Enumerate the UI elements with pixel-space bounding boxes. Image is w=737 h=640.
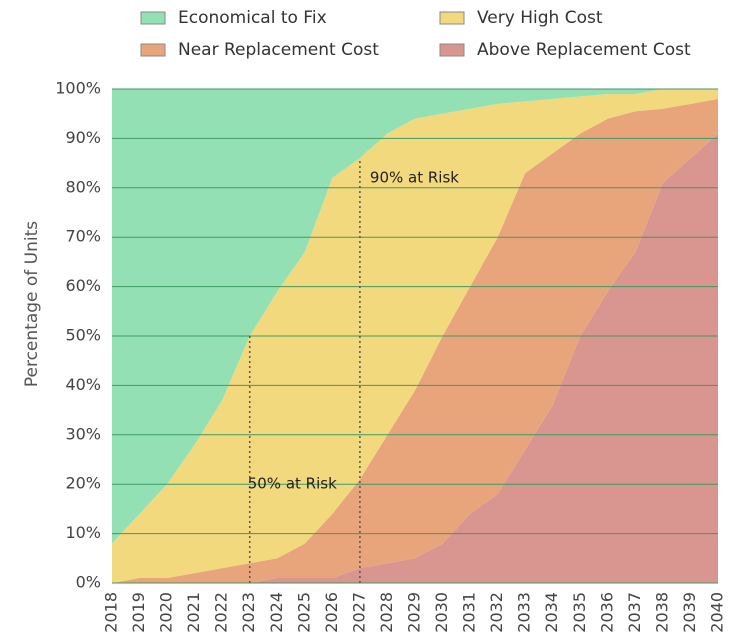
legend-swatch — [140, 43, 166, 57]
x-tick-label: 2035 — [570, 592, 589, 633]
x-tick-label: 2036 — [597, 592, 616, 633]
y-tick-label: 90% — [65, 128, 101, 147]
legend-label: Economical to Fix — [178, 8, 327, 28]
y-tick-label: 60% — [65, 276, 101, 295]
x-tick-label: 2027 — [349, 592, 368, 633]
y-tick-label: 10% — [65, 523, 101, 542]
x-tick-label: 2038 — [652, 592, 671, 633]
x-tick-label: 2022 — [212, 592, 231, 633]
x-tick-label: 2040 — [708, 592, 727, 633]
area — [112, 133, 718, 583]
y-tick-label: 80% — [65, 177, 101, 196]
x-tick-label: 2023 — [239, 592, 258, 633]
x-tick-label: 2032 — [487, 592, 506, 633]
x-tick-label: 2018 — [102, 592, 121, 633]
x-tick-label: 2026 — [322, 592, 341, 633]
x-tick-label: 2030 — [432, 592, 451, 633]
legend-swatch — [439, 43, 465, 57]
x-tick-label: 2020 — [157, 592, 176, 633]
y-tick-label: 100% — [55, 79, 101, 98]
annotation-text: 90% at Risk — [370, 169, 459, 187]
area — [112, 89, 718, 544]
legend-swatch — [439, 11, 465, 25]
x-tick-label: 2028 — [377, 592, 396, 633]
legend-label: Near Replacement Cost — [178, 40, 379, 60]
x-tick-label: 2021 — [184, 592, 203, 633]
x-tick-label: 2031 — [460, 592, 479, 633]
x-tick-label: 2029 — [405, 592, 424, 633]
x-tick-label: 2037 — [625, 592, 644, 633]
x-tick-label: 2039 — [680, 592, 699, 633]
x-tick-label: 2024 — [267, 592, 286, 633]
x-tick-label: 2033 — [515, 592, 534, 633]
legend-swatch — [140, 11, 166, 25]
x-tick-label: 2034 — [542, 592, 561, 633]
legend-label: Above Replacement Cost — [477, 40, 691, 60]
y-axis-label: Percentage of Units — [22, 221, 42, 387]
y-tick-label: 70% — [65, 227, 101, 246]
x-tick-label: 2019 — [129, 592, 148, 633]
legend-label: Very High Cost — [477, 8, 603, 28]
y-tick-label: 0% — [76, 573, 101, 592]
y-tick-label: 20% — [65, 474, 101, 493]
y-tick-label: 40% — [65, 375, 101, 394]
area — [112, 98, 718, 583]
y-tick-label: 50% — [65, 326, 101, 345]
y-tick-label: 30% — [65, 424, 101, 443]
x-tick-label: 2025 — [294, 592, 313, 633]
annotation-text: 50% at Risk — [248, 475, 337, 493]
